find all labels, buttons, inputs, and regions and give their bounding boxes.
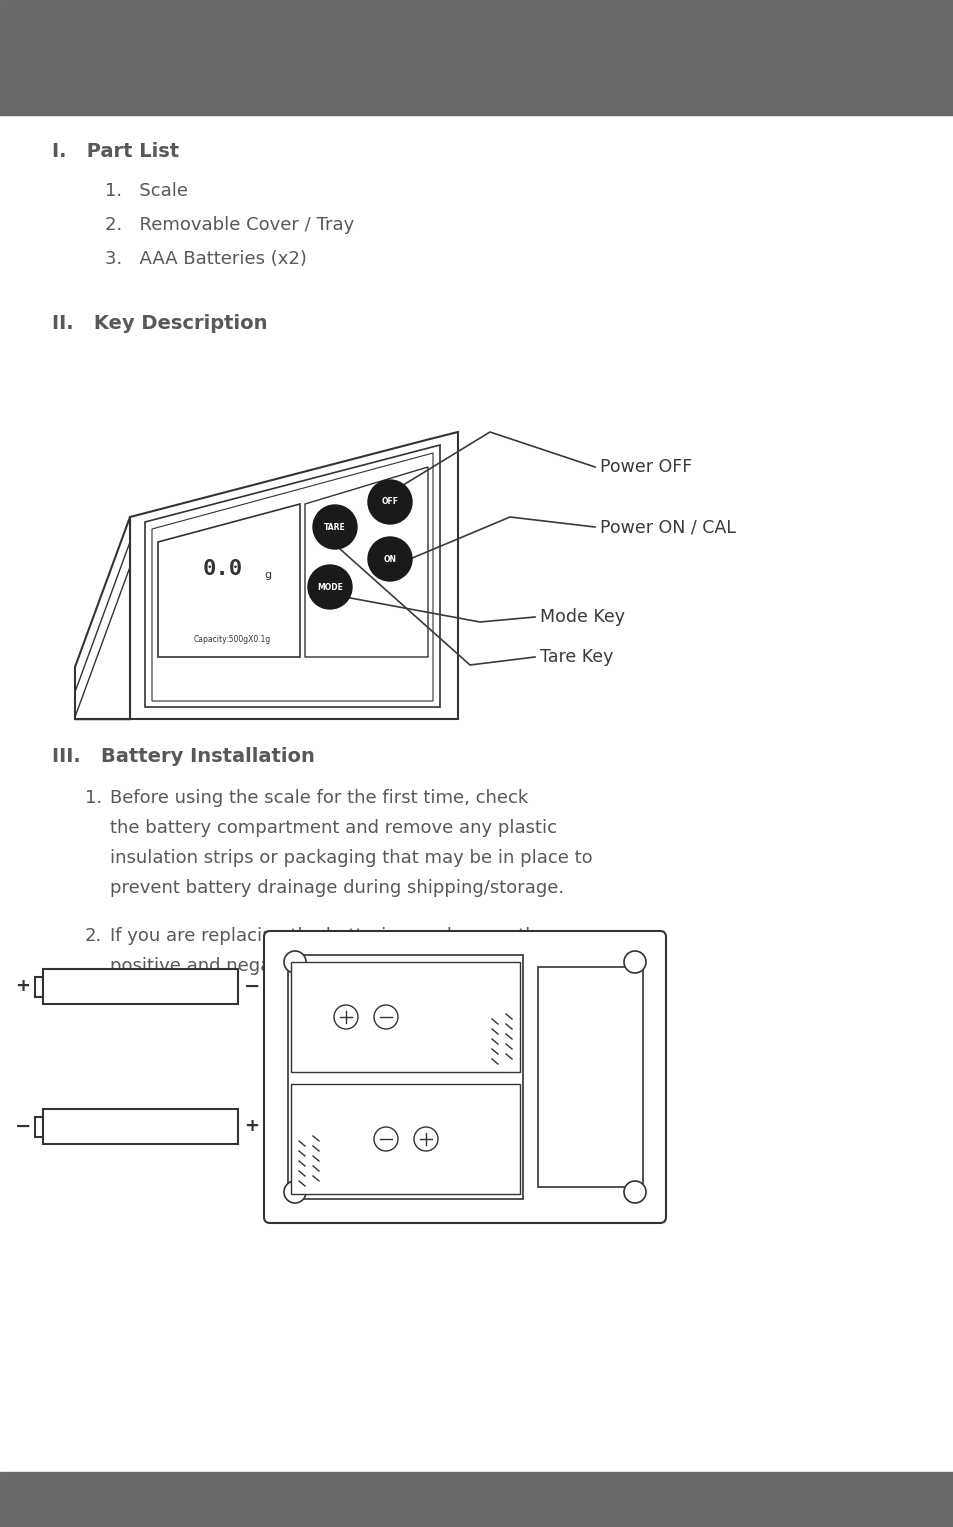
Text: 2.: 2. xyxy=(85,927,102,945)
Text: III.   Battery Installation: III. Battery Installation xyxy=(52,747,314,767)
Text: ON: ON xyxy=(383,554,396,563)
Circle shape xyxy=(368,538,412,580)
Text: I.   Part List: I. Part List xyxy=(52,142,179,160)
Bar xyxy=(35,977,43,997)
Bar xyxy=(537,967,642,1186)
Text: positive and negative contacts are properly aligned.: positive and negative contacts are prope… xyxy=(110,957,581,976)
Text: Power OFF: Power OFF xyxy=(599,458,692,476)
Bar xyxy=(291,962,519,1072)
Circle shape xyxy=(313,505,356,550)
Text: II.   Key Description: II. Key Description xyxy=(52,315,267,333)
Text: Before using the scale for the first time, check: Before using the scale for the first tim… xyxy=(110,789,528,806)
Circle shape xyxy=(308,565,352,609)
Polygon shape xyxy=(158,504,299,657)
Text: insulation strips or packaging that may be in place to: insulation strips or packaging that may … xyxy=(110,849,592,867)
Circle shape xyxy=(414,1127,437,1151)
Circle shape xyxy=(623,1180,645,1203)
Text: 0.0: 0.0 xyxy=(203,559,243,579)
Circle shape xyxy=(374,1127,397,1151)
Bar xyxy=(0,0,953,115)
Bar xyxy=(43,1109,237,1144)
Text: −: − xyxy=(15,1116,31,1136)
Text: 3.   AAA Batteries (x2): 3. AAA Batteries (x2) xyxy=(105,250,307,269)
Circle shape xyxy=(284,951,306,973)
Text: prevent battery drainage during shipping/storage.: prevent battery drainage during shipping… xyxy=(110,880,563,896)
Circle shape xyxy=(374,1005,397,1029)
Text: TARE: TARE xyxy=(324,522,346,531)
Text: 1.   Scale: 1. Scale xyxy=(105,182,188,200)
Text: MODE: MODE xyxy=(316,582,342,591)
Circle shape xyxy=(368,479,412,524)
Text: −: − xyxy=(244,976,260,996)
Text: 1.: 1. xyxy=(85,789,102,806)
Bar xyxy=(35,1116,43,1138)
Polygon shape xyxy=(145,444,439,707)
Polygon shape xyxy=(130,432,457,719)
Text: +: + xyxy=(15,977,30,996)
Text: +: + xyxy=(244,1116,259,1135)
Polygon shape xyxy=(305,467,428,657)
Text: 2.   Removable Cover / Tray: 2. Removable Cover / Tray xyxy=(105,215,354,234)
Text: the battery compartment and remove any plastic: the battery compartment and remove any p… xyxy=(110,818,557,837)
Text: Mode Key: Mode Key xyxy=(539,608,624,626)
Polygon shape xyxy=(75,518,130,719)
Text: Power ON / CAL: Power ON / CAL xyxy=(599,518,735,536)
Polygon shape xyxy=(152,454,433,701)
Bar xyxy=(0,1472,953,1527)
FancyBboxPatch shape xyxy=(264,931,665,1223)
Circle shape xyxy=(623,951,645,973)
Text: OFF: OFF xyxy=(381,498,398,507)
Circle shape xyxy=(284,1180,306,1203)
Text: Tare Key: Tare Key xyxy=(539,647,613,666)
Text: Capacity:500gX0.1g: Capacity:500gX0.1g xyxy=(193,635,271,643)
Bar xyxy=(288,954,522,1199)
Text: If you are replacing the batteries, make sure the: If you are replacing the batteries, make… xyxy=(110,927,547,945)
Text: g: g xyxy=(264,570,272,580)
Bar xyxy=(291,1084,519,1194)
Circle shape xyxy=(334,1005,357,1029)
Bar xyxy=(43,970,237,1003)
